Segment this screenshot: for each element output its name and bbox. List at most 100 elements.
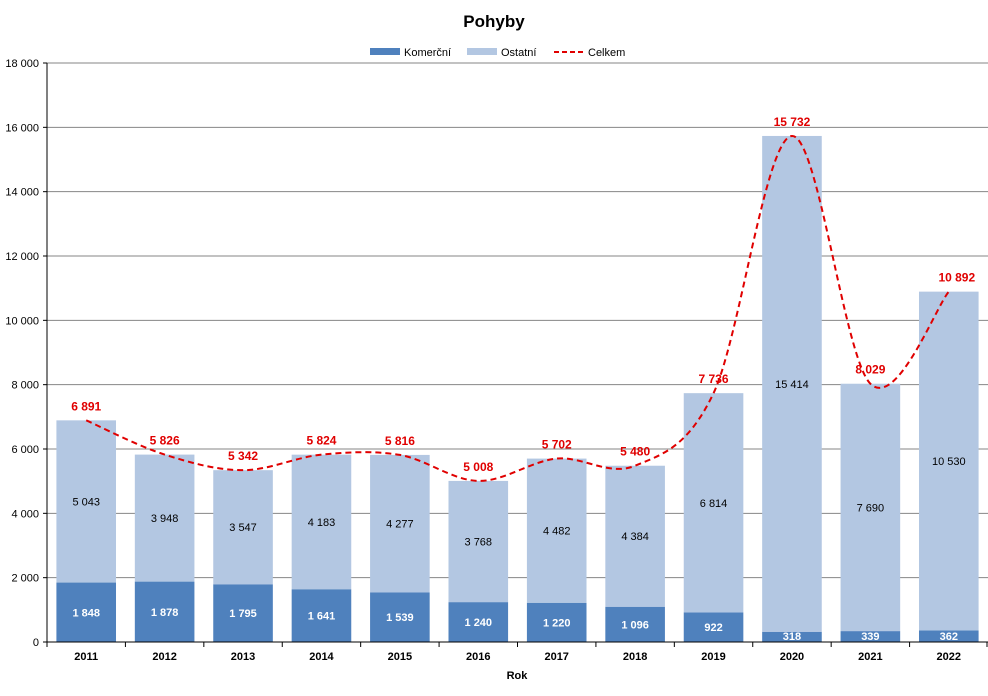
bar-ostatni [134, 454, 195, 582]
bars [56, 135, 979, 642]
data-label-celkem: 5 824 [306, 434, 336, 448]
y-tick-label: 8 000 [11, 380, 39, 392]
bar-komercni [291, 589, 352, 642]
data-label-komercni: 1 641 [308, 611, 336, 623]
bar-ostatni [840, 383, 901, 632]
data-label-ostatni: 15 414 [775, 379, 809, 391]
x-tick-label: 2020 [780, 651, 804, 663]
data-label-celkem: 15 732 [774, 115, 811, 129]
data-label-celkem: 5 826 [150, 434, 180, 448]
data-label-komercni: 1 096 [621, 619, 649, 631]
x-tick-label: 2019 [701, 651, 725, 663]
data-label-komercni: 362 [940, 631, 958, 643]
bar-komercni [448, 602, 509, 642]
data-label-komercni: 1 848 [72, 607, 100, 619]
total-line-path [85, 134, 950, 482]
data-label-komercni: 1 240 [465, 617, 493, 629]
x-tick-label: 2017 [544, 651, 568, 663]
x-tick-label: 2013 [231, 651, 255, 663]
y-tick-label: 10 000 [5, 315, 39, 327]
x-tick-label: 2016 [466, 651, 490, 663]
legend: Komerční Ostatní Celkem [370, 47, 625, 59]
bar-komercni [134, 581, 195, 642]
bar-ostatni [683, 393, 744, 613]
data-label-komercni: 922 [704, 622, 722, 634]
y-tick-label: 0 [33, 637, 39, 649]
legend-label-ostatni: Ostatní [501, 47, 536, 59]
bar-komercni [56, 582, 117, 642]
data-label-ostatni: 4 183 [308, 517, 336, 529]
y-tick-label: 12 000 [5, 251, 39, 263]
data-label-komercni: 339 [861, 631, 879, 643]
legend-label-komercni: Komerční [404, 47, 451, 59]
legend-label-celkem: Celkem [588, 47, 625, 59]
data-label-celkem: 10 892 [938, 271, 975, 285]
data-label-celkem: 8 029 [855, 363, 885, 377]
data-label-komercni: 1 220 [543, 617, 571, 629]
gridlines [47, 62, 988, 579]
x-tick-label: 2012 [152, 651, 176, 663]
bar-ostatni [370, 454, 430, 593]
x-axis-label: Rok [507, 670, 529, 682]
bar-komercni [605, 606, 665, 642]
bar-labels: 1 848 5 043 1 878 3 948 1 795 3 547 1 641 4 183… [72, 379, 965, 643]
legend-swatch-komercni [370, 48, 400, 55]
total-labels: 6 891 5 826 5 342 5 824 5 816 5 008 5 702 5 480… [71, 115, 975, 474]
bar-ostatni [213, 470, 273, 585]
data-label-ostatni: 7 690 [857, 502, 885, 514]
total-line [85, 134, 950, 482]
y-tick-label: 14 000 [5, 187, 39, 199]
bar-ostatni [526, 458, 587, 603]
x-tick-label: 2022 [937, 651, 961, 663]
data-label-ostatni: 10 530 [932, 456, 966, 468]
x-tick-label: 2014 [309, 651, 334, 663]
bar-ostatni [605, 465, 665, 607]
data-label-celkem: 6 891 [71, 399, 101, 413]
data-label-ostatni: 4 384 [621, 531, 649, 543]
y-tick-label: 2 000 [11, 573, 39, 585]
bar-komercni [762, 631, 822, 642]
data-label-ostatni: 6 814 [700, 498, 728, 510]
bar-komercni [840, 631, 901, 642]
bar-komercni [526, 602, 587, 642]
data-label-ostatni: 4 482 [543, 526, 571, 538]
data-label-ostatni: 4 277 [386, 519, 414, 531]
data-label-komercni: 1 795 [229, 608, 257, 620]
x-axis-ticks: 2011 2012 2013 2014 2015 2016 2017 2018 2019 2020… [46, 642, 988, 663]
data-label-celkem: 5 816 [385, 434, 415, 448]
x-tick-label: 2021 [858, 651, 882, 663]
data-label-celkem: 7 736 [699, 372, 729, 386]
bar-ostatni [762, 135, 822, 632]
x-tick-label: 2015 [388, 651, 412, 663]
chart-title: Pohyby [463, 12, 525, 31]
x-tick-label: 2018 [623, 651, 647, 663]
data-label-celkem: 5 702 [542, 438, 572, 452]
bar-komercni [683, 612, 744, 642]
data-label-ostatni: 3 948 [151, 513, 179, 525]
y-tick-label: 18 000 [5, 58, 39, 70]
data-label-komercni: 1 878 [151, 607, 179, 619]
bar-komercni [213, 584, 273, 642]
y-tick-label: 6 000 [11, 444, 39, 456]
bar-ostatni [291, 454, 352, 590]
data-label-celkem: 5 008 [463, 460, 493, 474]
data-label-komercni: 1 539 [386, 612, 414, 624]
x-tick-label: 2011 [74, 651, 98, 663]
y-axis-ticks: 0 2 000 4 000 6 000 8 000 10 000 12 000 14 000 1… [5, 58, 47, 649]
data-label-ostatni: 3 768 [465, 537, 493, 549]
data-label-ostatni: 5 043 [72, 496, 100, 508]
bar-komercni [918, 630, 979, 642]
y-tick-label: 16 000 [5, 122, 39, 134]
bar-ostatni [918, 291, 979, 631]
data-label-celkem: 5 342 [228, 449, 258, 463]
legend-swatch-ostatni [467, 48, 497, 55]
data-label-komercni: 318 [783, 631, 801, 643]
data-label-celkem: 5 480 [620, 445, 650, 459]
bar-komercni [370, 592, 430, 642]
data-label-ostatni: 3 547 [229, 522, 257, 534]
bar-ostatni [56, 420, 117, 583]
bar-ostatni [448, 480, 509, 603]
y-tick-label: 4 000 [11, 508, 39, 520]
